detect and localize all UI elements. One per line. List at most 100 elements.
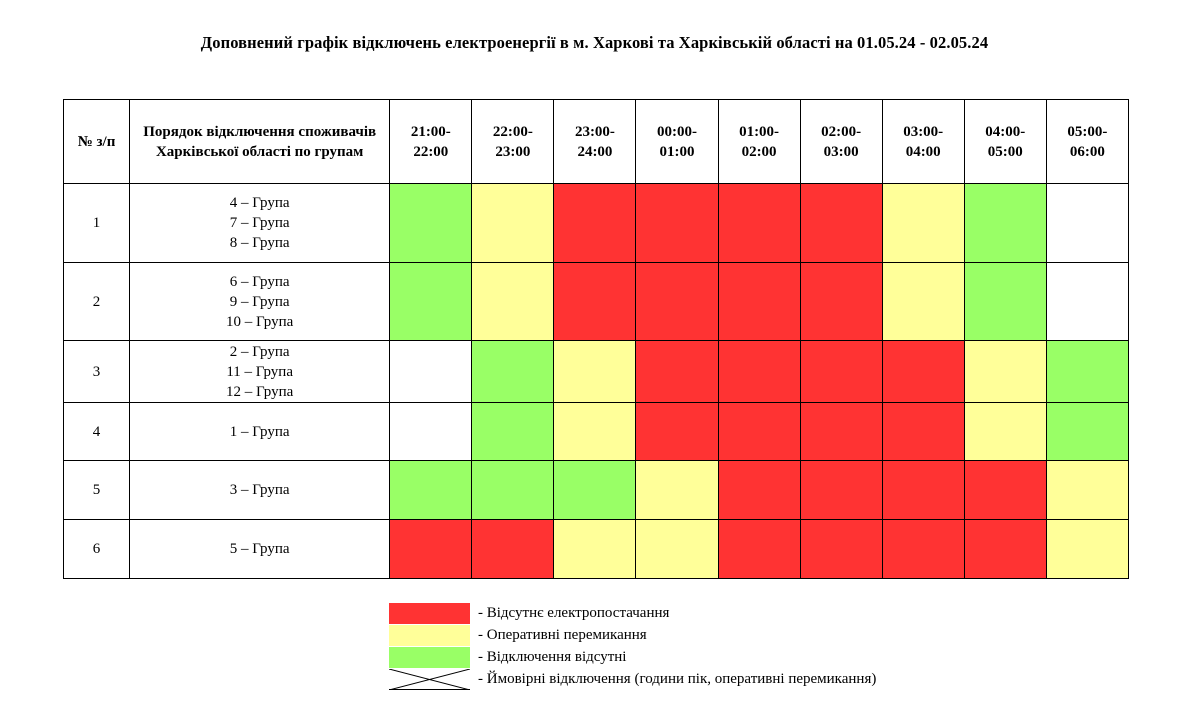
hour-cell-red — [553, 262, 637, 341]
row-groups: 6 – Група 9 – Група 10 – Група — [129, 262, 391, 341]
hour-cell-red — [881, 519, 965, 579]
hour-cell-yellow — [553, 340, 637, 403]
group-label: 11 – Група — [226, 363, 293, 380]
column-header-hour: 05:00- 06:00 — [1045, 99, 1130, 184]
hour-cell-yellow — [881, 262, 965, 341]
hour-cell-red — [717, 519, 801, 579]
hour-cell-red — [471, 519, 555, 579]
table-header-row: № з/п Порядок відключення споживачів Хар… — [62, 99, 1130, 184]
hour-cell-red — [799, 402, 883, 461]
hour-cell-red — [799, 262, 883, 341]
row-number: 4 — [62, 402, 131, 461]
hour-cell-red — [881, 340, 965, 403]
hour-cell-red — [635, 402, 719, 461]
hour-cell-yellow — [963, 340, 1047, 403]
column-header-hour: 02:00- 03:00 — [799, 99, 883, 184]
row-number: 5 — [62, 460, 131, 520]
group-label: 10 – Група — [226, 313, 294, 330]
legend-item: - Оперативні перемикання — [389, 624, 876, 646]
hour-cell-green — [471, 340, 555, 403]
legend-item: - Ймовірні відключення (години пік, опер… — [389, 668, 876, 690]
group-label: 5 – Група — [229, 541, 290, 557]
hour-cell-yellow — [881, 183, 965, 263]
column-header-hour: 22:00- 23:00 — [471, 99, 555, 184]
legend-swatch-red — [389, 602, 470, 624]
legend-swatch-cross — [389, 668, 470, 690]
hour-cell-red — [635, 262, 719, 341]
table-row: 1 4 – Група 7 – Група 8 – Група — [62, 183, 1130, 263]
hour-cell-green — [963, 262, 1047, 341]
hour-cell-green — [553, 460, 637, 520]
legend: - Відсутнє електропостачання - Оперативні… — [389, 602, 876, 690]
column-header-number: № з/п — [62, 99, 131, 184]
table-row: 5 3 – Група — [62, 460, 1130, 520]
hour-cell-red — [881, 402, 965, 461]
page-title: Доповнений графік відключень електроенер… — [200, 33, 989, 52]
row-groups: 1 – Група — [129, 402, 391, 461]
column-header-hour: 04:00- 05:00 — [963, 99, 1047, 184]
group-label: 12 – Група — [226, 383, 294, 400]
hour-cell-red — [717, 183, 801, 263]
legend-label: - Відсутнє електропостачання — [478, 604, 670, 621]
legend-item: - Відключення відсутні — [389, 646, 876, 668]
hour-cell-red — [963, 519, 1047, 579]
column-header-hour: 00:00- 01:00 — [635, 99, 719, 184]
hour-cell-red — [963, 460, 1047, 520]
hour-cell-red — [799, 460, 883, 520]
group-label: 6 – Група — [229, 273, 290, 290]
hour-cell-green — [389, 183, 473, 263]
hour-cell-yellow — [635, 519, 719, 579]
hour-cell-red — [389, 519, 473, 579]
table-row: 4 1 – Група — [62, 402, 1130, 461]
group-label: 1 – Група — [229, 423, 290, 440]
hour-cell-yellow — [553, 519, 637, 579]
legend-label: - Відключення відсутні — [478, 648, 627, 665]
hour-cell-white — [389, 402, 473, 461]
hour-cell-yellow — [635, 460, 719, 520]
column-header-hour: 03:00- 04:00 — [881, 99, 965, 184]
hour-cell-red — [881, 460, 965, 520]
row-number: 6 — [62, 519, 131, 579]
column-header-hour: 21:00- 22:00 — [389, 99, 473, 184]
legend-item: - Відсутнє електропостачання — [389, 602, 876, 624]
row-number: 3 — [62, 340, 131, 403]
table-row: 3 2 – Група 11 – Група 12 – Група — [62, 340, 1130, 403]
table-row: 2 6 – Група 9 – Група 10 – Група — [62, 262, 1130, 341]
hour-cell-white — [1045, 262, 1130, 341]
row-groups: 3 – Група — [129, 460, 391, 520]
column-header-hour: 01:00- 02:00 — [717, 99, 801, 184]
hour-cell-white — [389, 340, 473, 403]
hour-cell-yellow — [963, 402, 1047, 461]
hour-cell-yellow — [471, 262, 555, 341]
group-label: 9 – Група — [229, 293, 290, 310]
legend-label: - Оперативні перемикання — [478, 626, 647, 643]
group-label: 3 – Група — [229, 482, 290, 498]
column-header-groups: Порядок відключення споживачів Харківськ… — [129, 99, 391, 184]
group-label: 7 – Група — [229, 215, 290, 231]
row-number: 1 — [62, 183, 131, 263]
hour-cell-red — [717, 340, 801, 403]
outage-schedule-table: № з/п Порядок відключення споживачів Хар… — [62, 99, 1130, 579]
hour-cell-red — [717, 262, 801, 341]
row-groups: 4 – Група 7 – Група 8 – Група — [129, 183, 391, 263]
table-row: 6 5 – Група — [62, 519, 1130, 579]
hour-cell-green — [1045, 340, 1130, 403]
row-groups: 5 – Група — [129, 519, 391, 579]
legend-label: - Ймовірні відключення (години пік, опер… — [478, 670, 877, 687]
hour-cell-green — [471, 460, 555, 520]
legend-swatch-yellow — [389, 624, 470, 646]
column-header-hour: 23:00- 24:00 — [553, 99, 637, 184]
hour-cell-red — [717, 402, 801, 461]
hour-cell-red — [799, 183, 883, 263]
group-label: 4 – Група — [229, 195, 290, 211]
hour-cell-red — [635, 183, 719, 263]
hour-cell-red — [799, 519, 883, 579]
hour-cell-red — [553, 183, 637, 263]
hour-cell-green — [389, 460, 473, 520]
row-groups: 2 – Група 11 – Група 12 – Група — [129, 340, 391, 403]
hour-cell-red — [635, 340, 719, 403]
row-number: 2 — [62, 262, 131, 341]
table-body: 1 4 – Група 7 – Група 8 – Група 2 6 – Група 9 … — [62, 183, 1130, 579]
group-label: 2 – Група — [229, 343, 290, 360]
hour-cell-yellow — [1045, 519, 1130, 579]
